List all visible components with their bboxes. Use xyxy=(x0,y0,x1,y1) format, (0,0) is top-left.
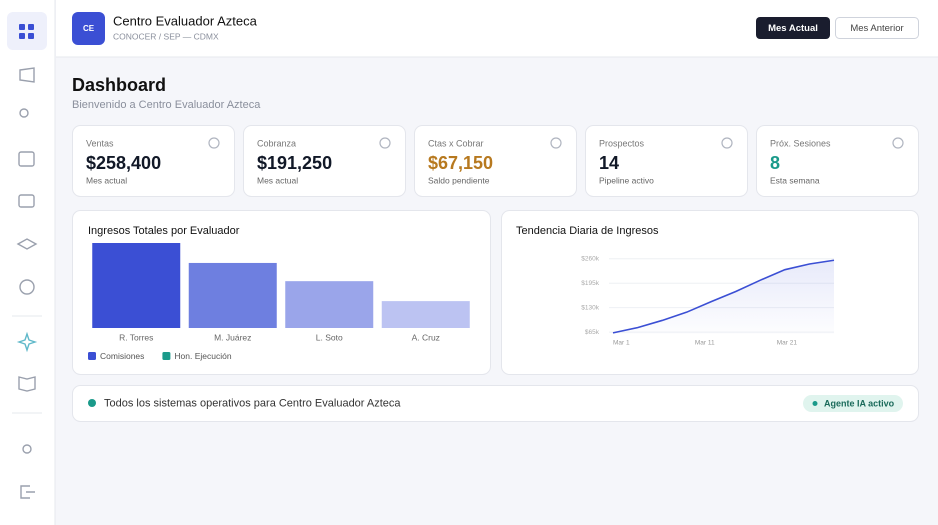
chart-title: Tendencia Diaria de Ingresos xyxy=(516,225,659,237)
page-title: Dashboard xyxy=(72,75,166,95)
x-tick-label: Mar 21 xyxy=(777,340,798,347)
kpi-value: $258,400 xyxy=(86,153,161,173)
org-title: Centro Evaluador Azteca xyxy=(113,13,258,28)
line xyxy=(612,259,835,334)
nav-payments[interactable] xyxy=(19,279,35,295)
legend-label: Hon. Ejecución xyxy=(174,351,231,361)
logo-text: CE xyxy=(83,24,95,33)
legend-label: Comisiones xyxy=(100,351,144,361)
kpi-icon xyxy=(892,137,904,149)
bar xyxy=(188,262,277,328)
sidebar xyxy=(0,0,55,525)
nav-training[interactable] xyxy=(16,238,38,250)
org-subtitle: CONOCER / SEP — CDMX xyxy=(113,31,219,41)
status-message: Todos los sistemas operativos para Centr… xyxy=(104,397,401,409)
page-subtitle: Bienvenido a Centro Evaluador Azteca xyxy=(72,99,261,111)
bar xyxy=(381,301,470,328)
y-tick-label: $260k xyxy=(581,255,599,262)
kpi-note: Esta semana xyxy=(770,175,820,185)
kpi-value: $67,150 xyxy=(428,153,493,173)
legend-swatch xyxy=(88,352,96,360)
kpi-value: $191,250 xyxy=(257,153,332,173)
y-tick-label: $65k xyxy=(585,329,600,336)
badge-text: Agente IA activo xyxy=(824,398,895,408)
kpi-label: Cobranza xyxy=(257,138,296,148)
kpi-label: Prospectos xyxy=(599,138,645,148)
status-card xyxy=(72,385,919,422)
button-label[interactable]: Mes Actual xyxy=(768,23,818,34)
nav-calendar[interactable] xyxy=(18,151,35,167)
kpi-card xyxy=(414,125,577,197)
badge-dot xyxy=(812,401,818,406)
x-tick-label: M. Juárez xyxy=(214,332,251,342)
kpi-value: 8 xyxy=(770,153,780,173)
x-tick-label: L. Soto xyxy=(316,332,343,342)
kpi-card xyxy=(72,125,235,197)
nav-ai[interactable] xyxy=(16,331,38,353)
kpi-icon xyxy=(379,137,391,149)
x-tick-label: A. Cruz xyxy=(412,332,440,342)
kpi-label: Ventas xyxy=(86,138,114,148)
kpi-note: Pipeline activo xyxy=(599,175,654,185)
kpi-card xyxy=(243,125,406,197)
kpi-icon xyxy=(550,137,562,149)
button-current[interactable] xyxy=(756,17,830,39)
nav-logout[interactable] xyxy=(20,485,35,499)
logo xyxy=(72,12,105,45)
nav-users[interactable] xyxy=(19,108,29,118)
bar xyxy=(285,281,374,328)
kpi-card xyxy=(585,125,748,197)
legend-swatch xyxy=(162,352,171,360)
button-label[interactable]: Mes Anterior xyxy=(850,23,903,34)
status-badge xyxy=(803,395,903,412)
kpi-label: Próx. Sesiones xyxy=(770,138,831,148)
kpi-icon xyxy=(208,137,220,149)
kpi-card xyxy=(756,125,919,197)
nav-documents[interactable] xyxy=(18,194,35,208)
bar xyxy=(92,243,181,328)
x-tick-label: Mar 1 xyxy=(613,340,630,347)
status-dot xyxy=(88,399,96,407)
kpi-label: Ctas x Cobrar xyxy=(428,138,484,148)
nav-dashboard[interactable] xyxy=(19,24,34,39)
kpi-icon xyxy=(721,137,733,149)
kpi-value: 14 xyxy=(599,153,619,173)
y-tick-label: $195k xyxy=(581,280,599,287)
x-tick-label: Mar 11 xyxy=(695,340,715,347)
chart-title: Ingresos Totales por Evaluador xyxy=(88,225,240,237)
kpi-note: Mes actual xyxy=(86,175,127,185)
button-previous[interactable] xyxy=(835,17,919,39)
x-tick-label: R. Torres xyxy=(119,332,153,342)
nav-active[interactable] xyxy=(7,12,47,50)
nav-settings[interactable] xyxy=(22,444,32,454)
y-tick-label: $130k xyxy=(581,304,599,311)
nav-campaigns[interactable] xyxy=(19,67,35,83)
nav-library[interactable] xyxy=(18,376,36,392)
kpi-note: Mes actual xyxy=(257,175,298,185)
kpi-note: Saldo pendiente xyxy=(428,175,490,185)
